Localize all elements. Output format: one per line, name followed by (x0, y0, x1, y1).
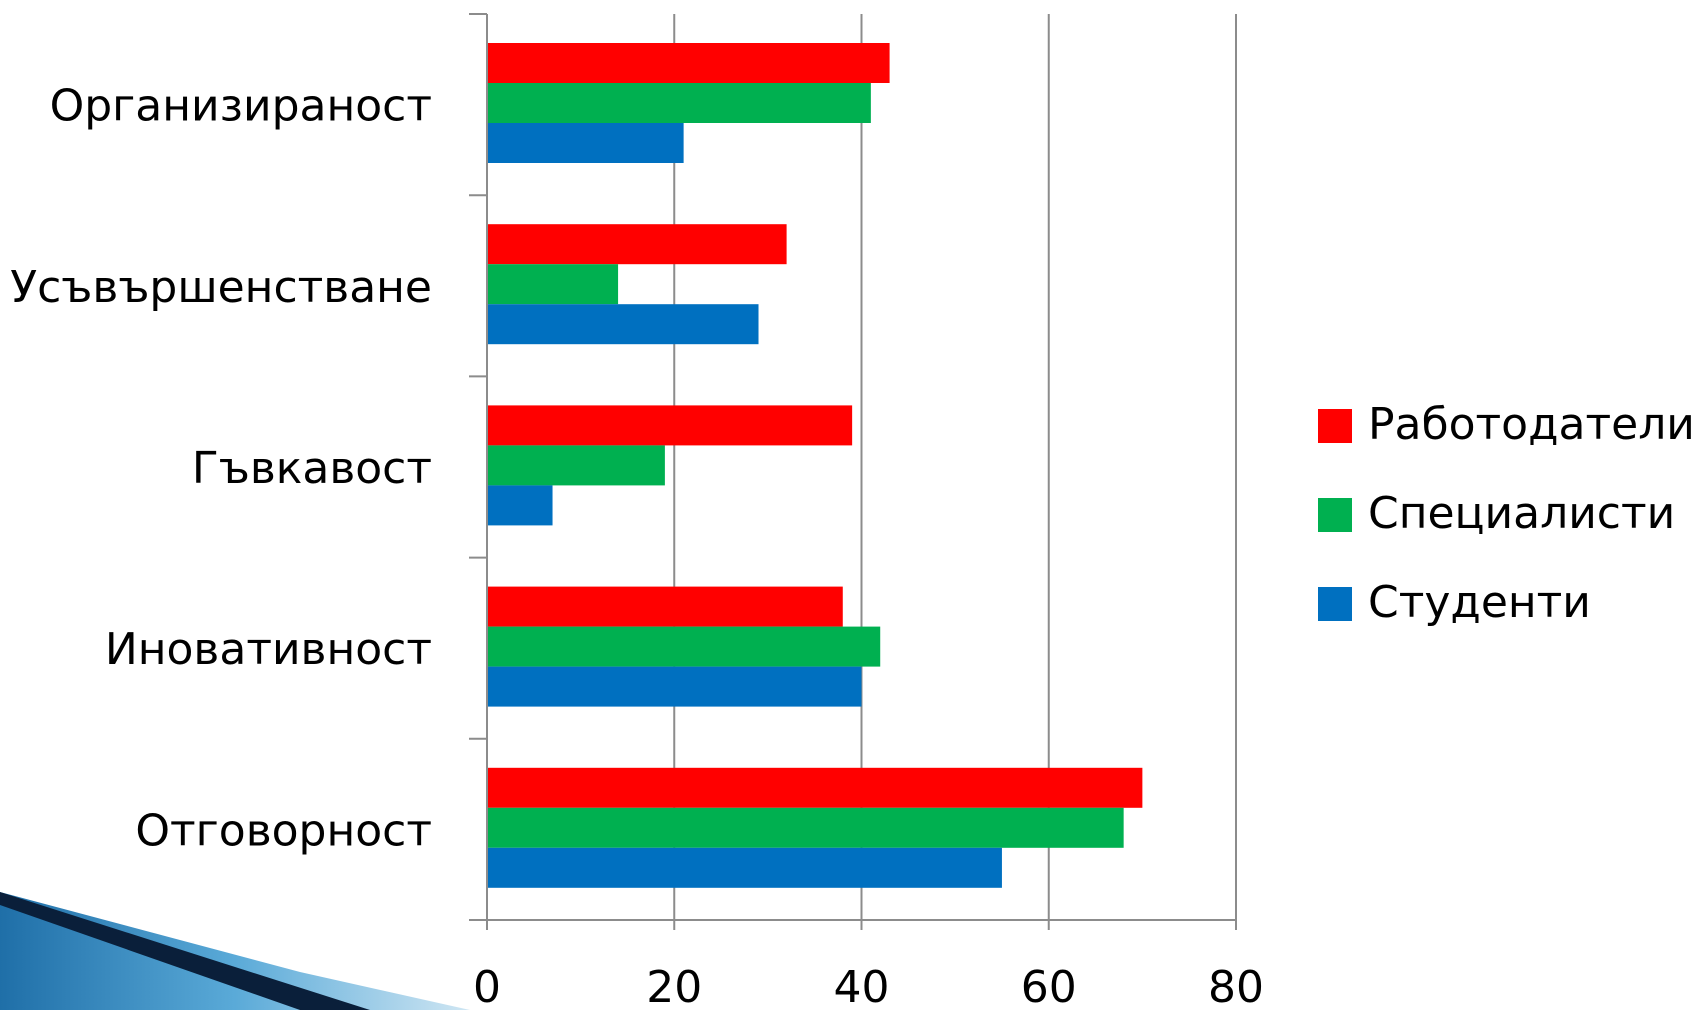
bar-employers (487, 405, 853, 446)
bar-students (487, 304, 759, 345)
bar-employers (487, 767, 1143, 808)
bar-specialists (487, 264, 619, 305)
bar-specialists (487, 626, 881, 667)
bar-students (487, 123, 684, 163)
category-labels: Организираност Усъвършенстване Гъвкавост Ин… (10, 81, 432, 857)
bar-specialists (487, 83, 871, 123)
bar-specialists (487, 445, 665, 486)
x-tick-label: 20 (646, 962, 702, 1010)
bar-students (487, 485, 553, 526)
axes (469, 13, 1237, 930)
x-tick-label: 40 (834, 962, 890, 1010)
corner-decoration (0, 892, 470, 1010)
bar-specialists (487, 807, 1124, 848)
bar-employers (487, 43, 890, 83)
x-tick-label: 0 (473, 962, 501, 1010)
bar-students (487, 666, 862, 707)
legend-label: Работодатели (1368, 399, 1695, 450)
category-label: Усъвършенстване (10, 262, 432, 313)
legend-swatch (1318, 498, 1352, 532)
bar-students (487, 847, 1002, 888)
x-tick-label: 80 (1208, 962, 1264, 1010)
bar-employers (487, 224, 787, 265)
category-label: Отговорност (135, 805, 432, 856)
bars (487, 43, 1143, 888)
legend-label: Специалисти (1368, 488, 1675, 539)
legend-swatch (1318, 409, 1352, 443)
category-label: Организираност (50, 81, 432, 132)
bar-employers (487, 586, 843, 627)
legend-swatch (1318, 587, 1352, 621)
category-label: Гъвкавост (192, 443, 432, 494)
legend: Работодатели Специалисти Студенти (1318, 399, 1695, 628)
legend-label: Студенти (1368, 577, 1591, 628)
x-tick-label: 60 (1021, 962, 1077, 1010)
x-tick-labels: 0 20 40 60 80 (473, 962, 1264, 1010)
category-label: Иновативност (105, 624, 432, 675)
